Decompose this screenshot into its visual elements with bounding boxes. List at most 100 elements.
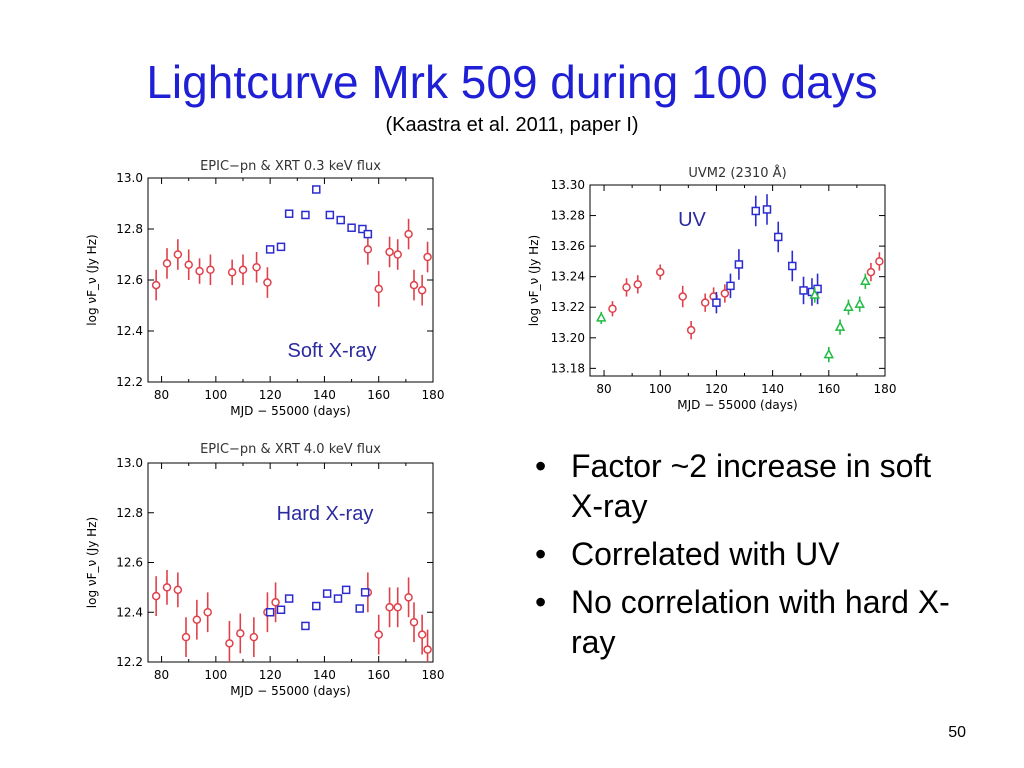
chart-title: EPIC−pn & XRT 4.0 keV flux	[200, 442, 381, 457]
data-point-circle	[192, 615, 202, 624]
data-point-circle	[404, 229, 413, 239]
data-point-circle	[236, 629, 245, 638]
plot-frame	[147, 462, 434, 663]
data-point-triangle	[595, 311, 607, 322]
data-point-circle	[700, 298, 710, 307]
data-point-circle	[184, 260, 193, 269]
y-tick-label: 12.6	[116, 556, 143, 570]
data-point-circle	[423, 252, 432, 262]
data-point-square	[265, 608, 275, 617]
data-point-square	[276, 242, 286, 252]
chart-title: UVM2 (2310 Å)	[688, 165, 786, 181]
x-tick-label: 80	[154, 388, 169, 402]
y-tick-label: 13.22	[551, 300, 585, 314]
data-point-circle	[409, 617, 419, 627]
data-point-square	[336, 215, 345, 225]
chart-title: EPIC−pn & XRT 0.3 keV flux	[200, 159, 381, 174]
data-point-circle	[181, 632, 191, 642]
bullet-dot-icon: •	[535, 448, 547, 484]
data-point-circle	[720, 289, 730, 298]
data-point-circle	[263, 278, 272, 287]
data-point-circle	[385, 603, 394, 612]
bullet-text: Correlated with UV	[571, 536, 840, 572]
data-point-square	[276, 605, 286, 615]
x-tick-label: 80	[154, 668, 169, 682]
data-point-square	[265, 245, 275, 254]
data-point-square	[333, 594, 343, 603]
x-axis-label: MJD − 55000 (days)	[677, 398, 798, 412]
y-tick-label: 12.2	[116, 375, 143, 389]
data-point-triangle	[860, 275, 871, 286]
data-point-circle	[249, 632, 259, 642]
data-point-circle	[655, 267, 665, 277]
page-number: 50	[948, 724, 966, 741]
data-point-circle	[151, 591, 161, 601]
data-point-square	[322, 589, 332, 598]
data-point-circle	[633, 280, 643, 289]
x-tick-label: 120	[259, 388, 282, 402]
data-point-square	[762, 205, 772, 214]
data-point-square	[341, 585, 351, 595]
x-axis-label: MJD − 55000 (days)	[230, 404, 351, 418]
bullet-dot-icon: •	[535, 584, 547, 620]
x-tick-label: 140	[761, 382, 784, 396]
y-tick-label: 13.24	[551, 270, 585, 284]
data-point-circle	[417, 630, 427, 639]
data-point-square	[807, 287, 817, 297]
data-point-square	[799, 286, 808, 295]
data-point-circle	[162, 259, 172, 268]
chart-annotation: UV	[678, 209, 706, 231]
y-tick-label: 13.0	[116, 171, 143, 185]
data-point-square	[360, 588, 370, 597]
data-point-circle	[363, 245, 373, 254]
data-point-circle	[385, 247, 394, 257]
data-point-circle	[238, 265, 248, 275]
y-tick-label: 12.8	[116, 506, 143, 520]
data-point-circle	[203, 608, 212, 617]
y-tick-label: 13.28	[551, 209, 585, 223]
data-point-triangle	[823, 348, 835, 359]
x-tick-label: 120	[259, 668, 282, 682]
data-point-circle	[173, 250, 183, 259]
data-point-circle	[263, 608, 272, 617]
bullet-item: • No correlation with hard X-ray	[535, 582, 965, 662]
slide-subtitle: (Kaastra et al. 2011, paper I)	[385, 114, 639, 136]
data-point-square	[347, 223, 356, 232]
data-point-square	[301, 210, 310, 220]
bullet-text: Factor ~2 increase in soft X-ray	[571, 448, 932, 524]
data-point-circle	[374, 284, 383, 294]
data-point-circle	[227, 268, 237, 277]
data-point-circle	[866, 267, 876, 277]
y-tick-label: 13.18	[551, 361, 585, 375]
data-point-square	[312, 601, 321, 611]
y-tick-label: 12.2	[116, 655, 143, 669]
data-point-square	[788, 261, 797, 271]
data-point-circle	[393, 603, 402, 612]
bullet-dot-icon: •	[535, 536, 547, 572]
data-point-circle	[417, 285, 427, 295]
data-point-square	[773, 232, 783, 242]
slide-title: Lightcurve Mrk 509 during 100 days	[146, 56, 878, 108]
data-point-circle	[225, 639, 234, 648]
data-point-circle	[162, 583, 172, 592]
data-point-circle	[151, 280, 161, 290]
data-point-square	[813, 284, 822, 294]
data-point-circle	[686, 325, 696, 335]
data-point-circle	[195, 266, 204, 276]
x-tick-label: 100	[204, 668, 227, 682]
data-point-square	[312, 185, 321, 194]
data-point-circle	[709, 292, 718, 301]
y-tick-label: 12.8	[116, 222, 143, 236]
data-point-circle	[678, 292, 687, 301]
y-tick-label: 12.6	[116, 273, 143, 287]
bullet-item: • Factor ~2 increase in soft X-ray	[535, 446, 965, 526]
data-point-circle	[374, 630, 383, 639]
data-point-circle	[409, 280, 419, 290]
x-axis-label: MJD − 55000 (days)	[230, 684, 351, 698]
plot-frame	[589, 184, 886, 377]
data-point-circle	[173, 585, 183, 595]
data-point-square	[355, 604, 364, 613]
data-point-square	[363, 229, 373, 239]
data-point-circle	[271, 598, 280, 607]
data-point-circle	[252, 263, 261, 272]
